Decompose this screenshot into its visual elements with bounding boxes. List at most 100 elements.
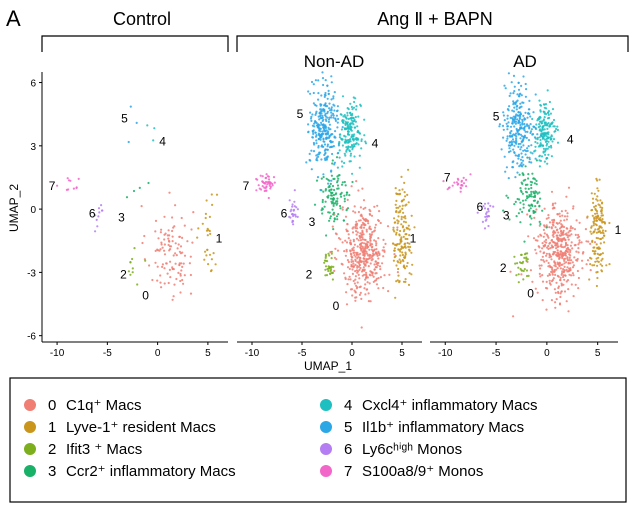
point-cluster-0 (151, 278, 154, 282)
point-cluster-5 (317, 146, 320, 149)
point-cluster-5 (320, 158, 323, 161)
point-cluster-0 (362, 223, 365, 226)
point-cluster-1 (400, 236, 403, 239)
point-cluster-5 (515, 105, 518, 108)
point-cluster-0 (374, 279, 377, 282)
point-cluster-5 (328, 102, 331, 105)
point-cluster-6 (487, 214, 490, 218)
point-cluster-1 (405, 203, 408, 206)
point-cluster-4 (544, 153, 547, 156)
point-cluster-0 (573, 244, 576, 247)
point-cluster-1 (593, 219, 596, 222)
point-cluster-0 (360, 297, 363, 300)
point-cluster-2 (522, 260, 525, 263)
point-cluster-3 (534, 205, 537, 208)
point-cluster-0 (552, 232, 555, 236)
point-cluster-4 (541, 126, 544, 129)
point-cluster-0 (167, 229, 170, 232)
point-cluster-5 (324, 105, 327, 108)
point-cluster-3 (345, 193, 348, 196)
point-cluster-2 (516, 262, 519, 265)
point-cluster-4 (353, 100, 356, 104)
point-cluster-4 (343, 134, 346, 137)
point-cluster-1 (597, 218, 601, 221)
point-cluster-1 (591, 197, 595, 200)
point-cluster-5 (519, 133, 523, 136)
point-cluster-0 (336, 249, 340, 252)
legend-id: 3 (48, 463, 56, 480)
point-cluster-5 (313, 143, 316, 146)
point-cluster-0 (347, 233, 350, 236)
point-cluster-4 (555, 127, 558, 131)
point-cluster-2 (330, 250, 333, 253)
point-cluster-0 (360, 247, 363, 250)
point-cluster-5 (506, 117, 509, 120)
point-cluster-3 (527, 187, 530, 190)
cluster-label-5: 5 (297, 107, 304, 121)
point-cluster-1 (400, 200, 403, 203)
point-cluster-0 (569, 244, 573, 247)
point-cluster-5 (514, 122, 518, 125)
point-cluster-1 (214, 263, 217, 266)
point-cluster-3 (327, 178, 330, 181)
point-cluster-3 (530, 195, 533, 198)
point-cluster-0 (377, 219, 380, 222)
point-cluster-4 (538, 155, 541, 158)
point-cluster-3 (529, 207, 532, 210)
point-cluster-5 (522, 101, 525, 104)
point-cluster-0 (374, 240, 377, 243)
point-cluster-6 (101, 209, 104, 212)
point-cluster-1 (399, 239, 402, 243)
point-cluster-1 (206, 234, 209, 237)
point-cluster-5 (330, 145, 333, 148)
point-cluster-2 (131, 267, 134, 270)
point-cluster-1 (392, 226, 395, 229)
point-cluster-0 (566, 266, 569, 269)
point-cluster-4 (353, 118, 356, 122)
point-cluster-3 (336, 179, 339, 182)
point-cluster-1 (591, 214, 594, 217)
point-cluster-6 (288, 215, 291, 218)
point-cluster-7 (462, 176, 465, 179)
point-cluster-3 (346, 191, 349, 194)
point-cluster-3 (522, 206, 525, 209)
point-cluster-0 (181, 236, 184, 239)
point-cluster-4 (348, 149, 351, 152)
point-cluster-0 (369, 300, 372, 303)
point-cluster-5 (512, 160, 515, 163)
point-cluster-0 (550, 190, 554, 193)
point-cluster-0 (358, 277, 361, 280)
point-cluster-5 (509, 131, 512, 134)
point-cluster-0 (369, 244, 372, 247)
point-cluster-1 (401, 188, 404, 191)
point-cluster-5 (332, 95, 335, 98)
point-cluster-1 (397, 274, 400, 277)
point-cluster-7 (459, 190, 462, 193)
point-cluster-5 (514, 141, 517, 144)
point-cluster-1 (413, 226, 416, 229)
legend-swatch (24, 399, 36, 411)
point-cluster-4 (340, 160, 343, 163)
point-cluster-0 (557, 239, 561, 243)
point-cluster-0 (371, 245, 374, 248)
point-cluster-3 (534, 190, 537, 193)
point-cluster-5 (307, 90, 310, 93)
point-cluster-0 (551, 246, 554, 249)
point-cluster-0 (175, 277, 178, 281)
point-cluster-0 (171, 298, 174, 301)
point-cluster-0 (585, 240, 588, 243)
point-cluster-5 (323, 130, 326, 133)
point-cluster-5 (519, 158, 523, 161)
point-cluster-5 (515, 127, 518, 131)
point-cluster-0 (554, 306, 557, 309)
point-cluster-0 (356, 281, 359, 284)
point-cluster-4 (554, 130, 557, 133)
point-cluster-0 (171, 235, 174, 238)
point-cluster-0 (357, 210, 360, 214)
point-cluster-0 (355, 237, 359, 240)
point-cluster-4 (345, 116, 348, 119)
point-cluster-2 (514, 262, 517, 265)
point-cluster-5 (318, 112, 321, 115)
point-cluster-0 (511, 315, 515, 318)
point-cluster-5 (324, 115, 327, 118)
